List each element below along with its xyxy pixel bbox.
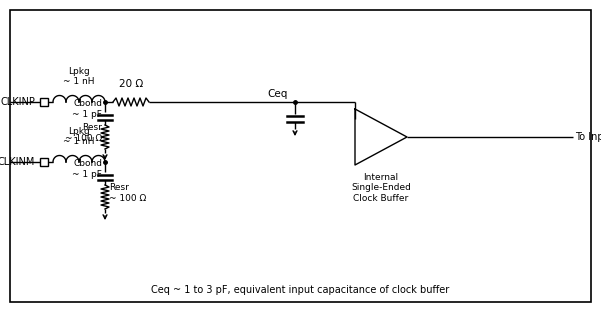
Text: 20 Ω: 20 Ω: [119, 79, 143, 89]
Text: Ceq ~ 1 to 3 pF, equivalent input capacitance of clock buffer: Ceq ~ 1 to 3 pF, equivalent input capaci…: [151, 285, 449, 295]
Text: CLKINP: CLKINP: [0, 97, 35, 107]
Text: Ceq: Ceq: [267, 89, 288, 99]
Bar: [40, 98, 48, 106]
Text: To Input Divider: To Input Divider: [575, 132, 601, 142]
Text: CLKINM: CLKINM: [0, 157, 35, 167]
Text: Internal
Single-Ended
Clock Buffer: Internal Single-Ended Clock Buffer: [351, 173, 411, 203]
Text: Cbond
~ 1 pF: Cbond ~ 1 pF: [72, 99, 102, 119]
Text: Resr
~ 100 Ω: Resr ~ 100 Ω: [65, 123, 102, 143]
Text: Lpkg
~ 1 nH: Lpkg ~ 1 nH: [63, 127, 95, 146]
Text: Cbond
~ 1 pF: Cbond ~ 1 pF: [72, 159, 102, 179]
Bar: [40, 158, 48, 166]
Text: Lpkg
~ 1 nH: Lpkg ~ 1 nH: [63, 66, 95, 86]
Text: Resr
~ 100 Ω: Resr ~ 100 Ω: [109, 183, 146, 203]
